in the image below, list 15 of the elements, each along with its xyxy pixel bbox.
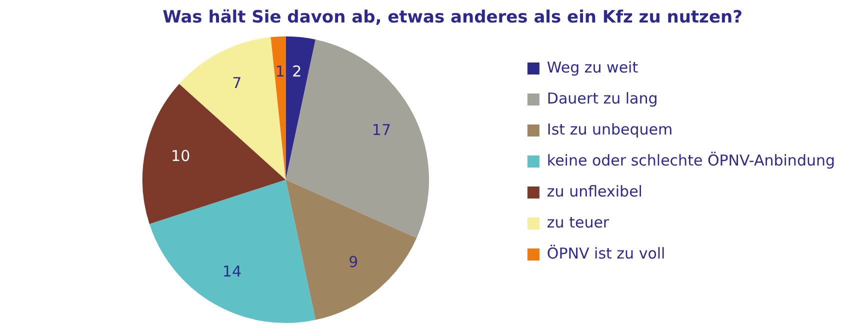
legend-label: Ist zu unbequem: [546, 120, 673, 138]
data-label: 9: [348, 253, 358, 272]
chart-title: Was hält Sie davon ab, etwas anderes als ein Kfz zu nutzen?: [162, 8, 742, 28]
legend-label: zu unflexibel: [546, 182, 642, 200]
data-label: 1: [275, 62, 285, 80]
data-label: 17: [372, 120, 392, 139]
legend-label: keine oder schlechte ÖPNV-Anbindung: [546, 151, 836, 170]
legend-label: Dauert zu lang: [546, 89, 658, 108]
data-label: 7: [232, 74, 242, 92]
legend-label: zu teuer: [546, 213, 610, 232]
data-label: 10: [171, 147, 190, 166]
legend-label: ÖPNV ist zu voll: [546, 244, 666, 262]
data-label: 14: [222, 262, 242, 281]
data-label: 2: [292, 62, 302, 81]
legend-label: Weg zu weit: [546, 58, 638, 76]
